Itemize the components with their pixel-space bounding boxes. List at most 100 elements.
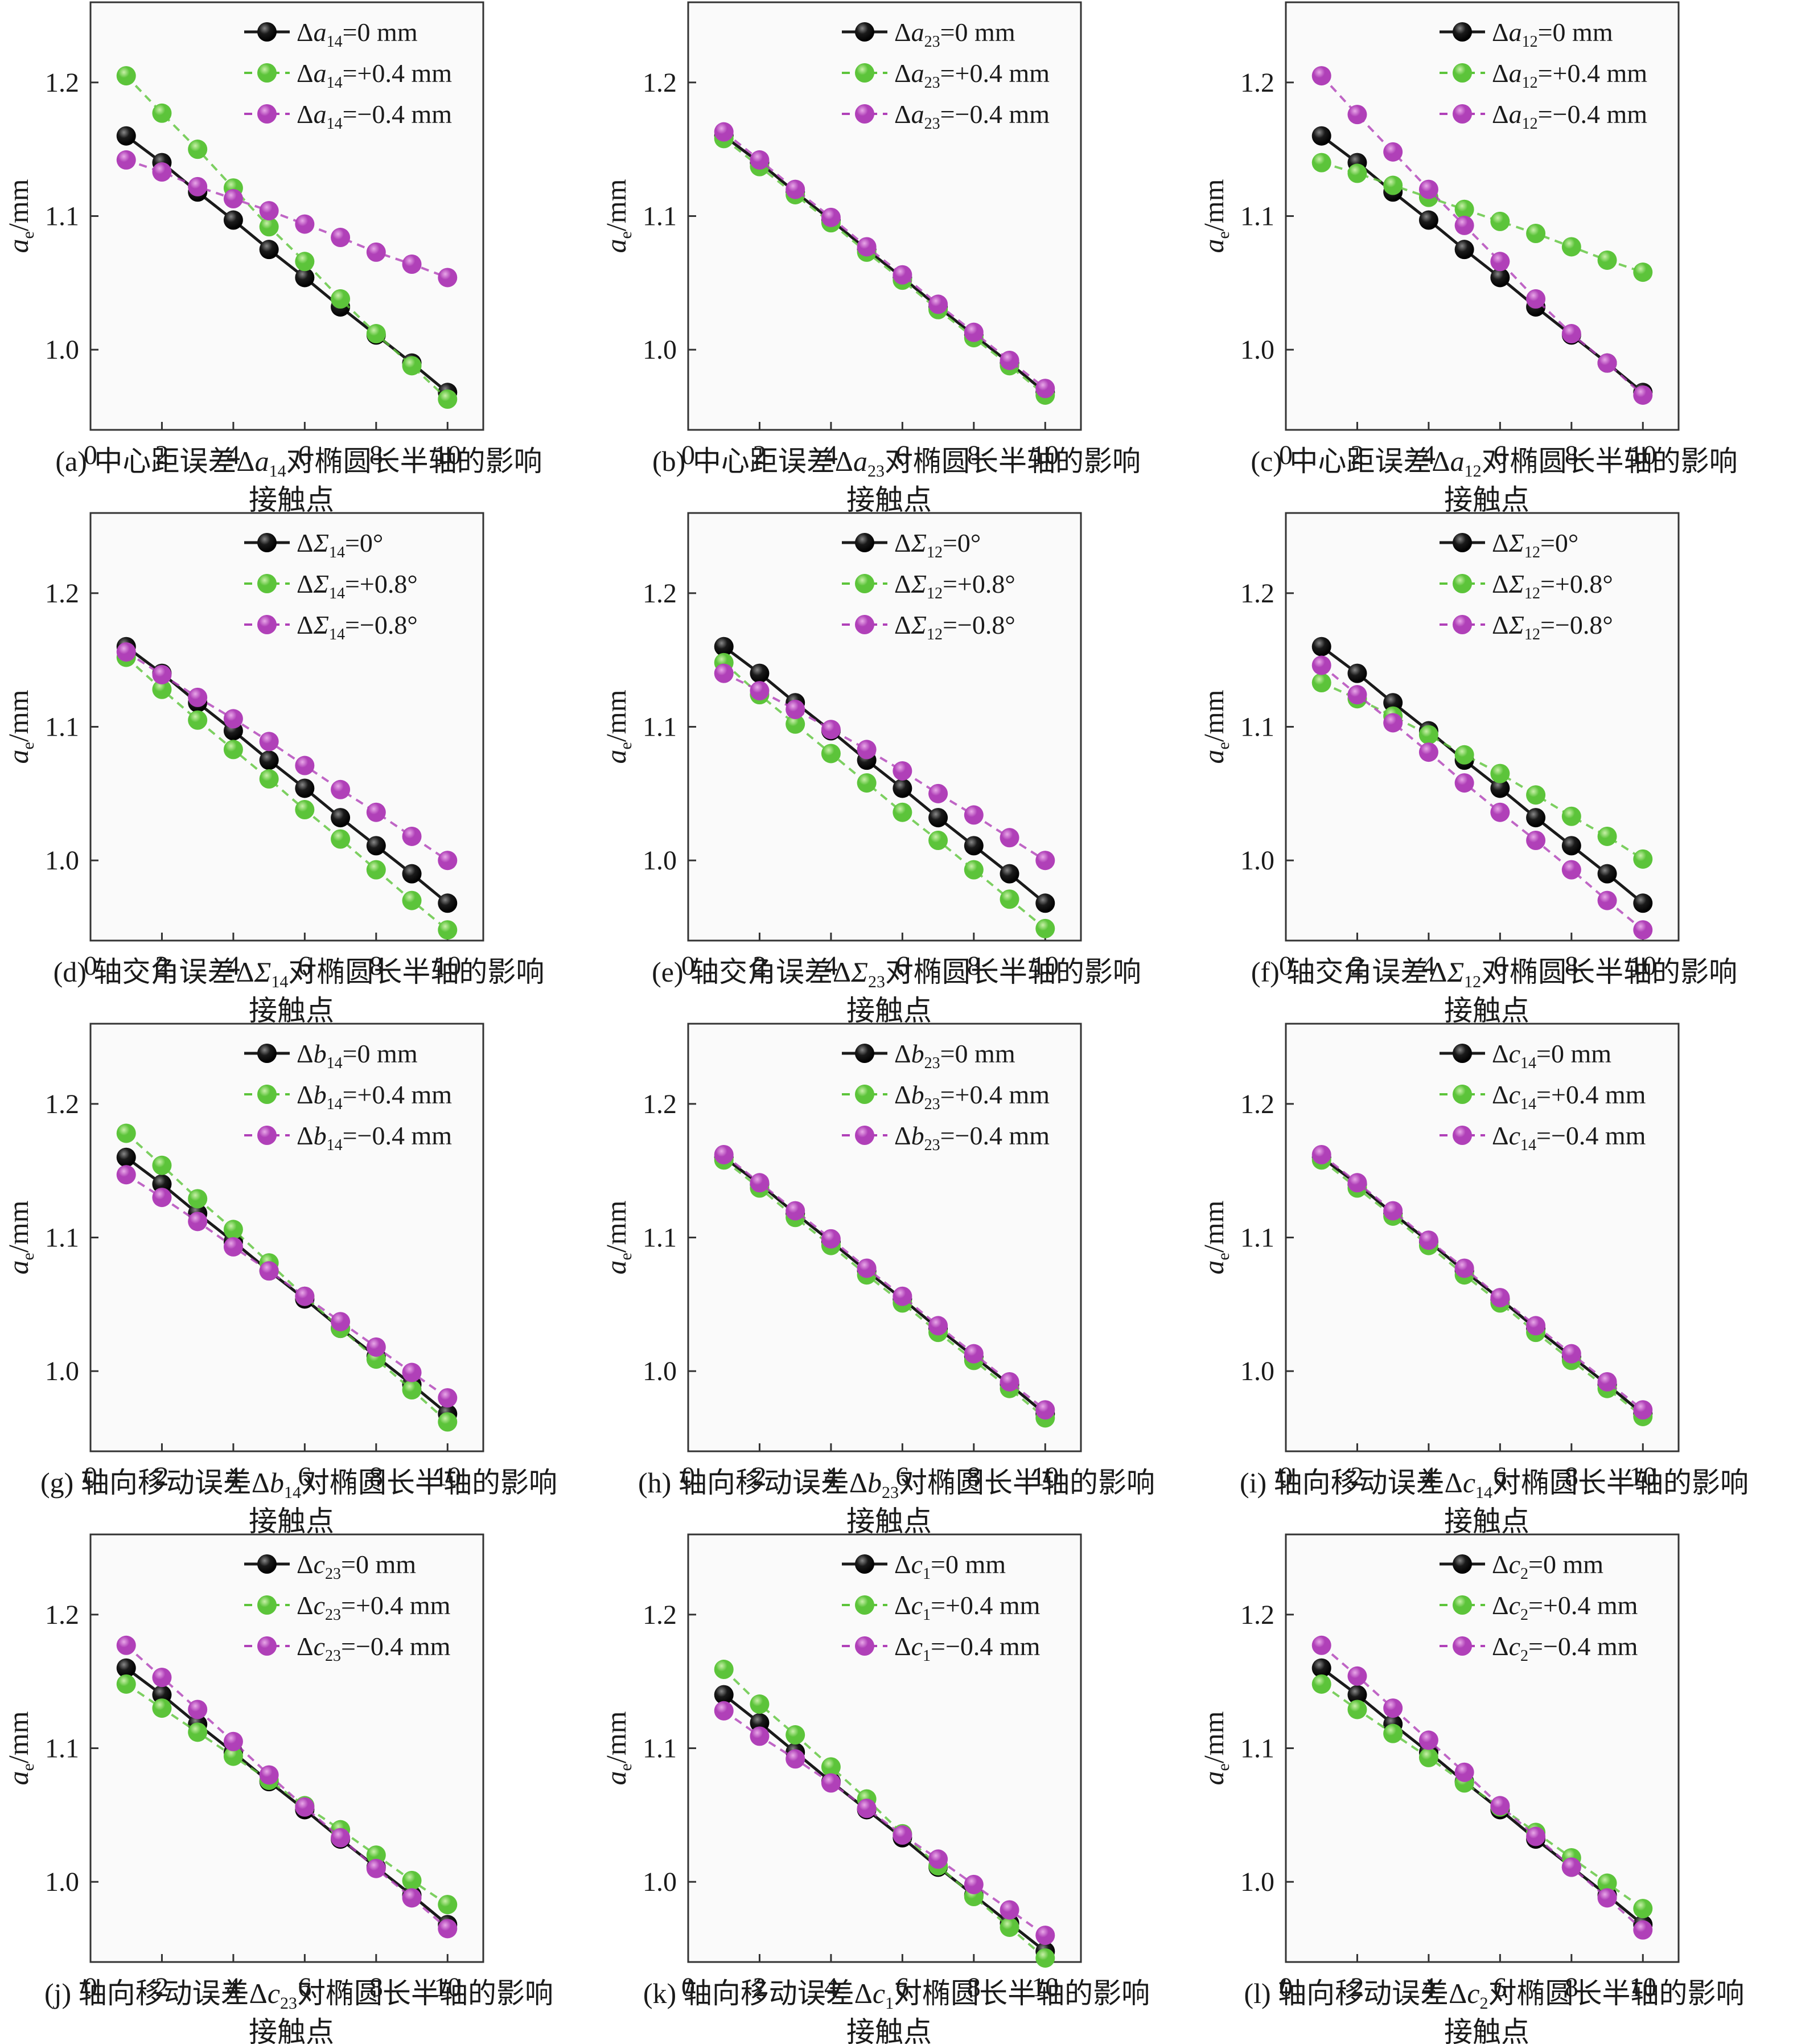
x-tick-label: 2 — [155, 440, 168, 470]
legend-marker — [1453, 1554, 1472, 1574]
plot-area — [1285, 512, 1680, 942]
x-tick-label: 4 — [227, 1972, 240, 2002]
data-point — [402, 1870, 422, 1890]
data-point — [1383, 1723, 1403, 1743]
data-point — [1000, 864, 1019, 884]
y-tick-label: 1.0 — [45, 845, 79, 876]
data-point — [857, 1799, 877, 1819]
caption-suffix: 对椭圆长半轴的影响 — [894, 1977, 1150, 2009]
y-tick-label: 1.0 — [1240, 335, 1274, 365]
y-tick-label: 1.0 — [1240, 1867, 1274, 1897]
legend-marker — [257, 22, 277, 42]
data-point — [1311, 126, 1331, 146]
data-point — [1490, 268, 1510, 288]
y-tick-label: 1.0 — [45, 1356, 79, 1386]
legend-label: ΔΣ12=0° — [1492, 528, 1578, 561]
legend-marker — [257, 63, 277, 83]
caption-variable: a — [853, 445, 867, 477]
data-point — [295, 1797, 315, 1817]
x-tick-label: 4 — [824, 1972, 838, 2002]
y-axis-title: ae/mm — [2, 179, 38, 253]
chart-caption: (b) 中心距误差Δa23对椭圆长半轴的影响 — [598, 438, 1195, 481]
x-tick-label: 4 — [824, 951, 838, 981]
caption-subscript: 2 — [1479, 1994, 1488, 2013]
data-point — [438, 389, 458, 409]
x-tick-label: 8 — [1565, 1972, 1578, 2002]
series-minus — [116, 1635, 458, 1939]
x-tick-label: 8 — [967, 1972, 981, 2002]
data-point — [928, 783, 948, 803]
data-point — [714, 1701, 734, 1721]
data-point — [1454, 215, 1474, 235]
legend-label: Δa23=−0.4 mm — [894, 100, 1050, 133]
data-point — [116, 1123, 136, 1143]
caption-prefix: (e) 轴交角误差Δ — [652, 956, 852, 988]
data-point — [1561, 1857, 1581, 1877]
x-tick-label: 10 — [1031, 1972, 1059, 2002]
y-tick-label: 1.2 — [45, 578, 79, 609]
data-point — [366, 242, 386, 262]
y-tick-label: 1.1 — [45, 1734, 79, 1764]
y-tick-label: 1.1 — [643, 712, 677, 742]
data-point — [1633, 920, 1653, 940]
data-point — [786, 714, 805, 734]
legend-label: Δc23=+0.4 mm — [297, 1591, 451, 1624]
x-tick-label: 2 — [1350, 440, 1364, 470]
x-tick-label: 10 — [1031, 1462, 1059, 1492]
x-axis-title: 接触点 — [846, 2016, 932, 2044]
series-minus — [116, 150, 458, 288]
chart-panel-j: 0 2 4 6 8 10 1.0 1.1 1.2 接触点 ae/mm Δc23=0 mm Δc23=+0… — [0, 1532, 598, 2044]
data-point — [964, 322, 984, 342]
x-axis-title: 接触点 — [249, 2016, 334, 2044]
y-tick-label: 1.2 — [1240, 68, 1274, 98]
legend-marker — [1453, 104, 1472, 124]
data-point — [152, 679, 172, 699]
y-tick-label: 1.1 — [643, 202, 677, 232]
data-point — [964, 860, 984, 880]
series-line — [1321, 1683, 1644, 1910]
x-tick-label: 2 — [155, 951, 168, 981]
caption-variable: c — [267, 1977, 281, 2009]
y-axis-title: ae/mm — [600, 1200, 635, 1274]
x-tick-label: 0 — [1279, 951, 1293, 981]
data-point — [1561, 237, 1581, 257]
data-point — [1561, 836, 1581, 856]
data-point — [1000, 1900, 1019, 1920]
x-tick-label: 10 — [434, 951, 461, 981]
data-point — [1633, 385, 1653, 405]
series-line — [1321, 161, 1643, 273]
chart-svg-g: 0 2 4 6 8 10 1.0 1.1 1.2 接触点 ae/mm Δb14=0 mm Δb14=+0… — [2, 1023, 484, 1537]
data-point — [821, 720, 841, 740]
data-point — [402, 1380, 422, 1400]
series-line — [1321, 664, 1644, 931]
y-axis-title: ae/mm — [1198, 1200, 1233, 1274]
data-point — [1035, 851, 1055, 871]
data-point — [1000, 1917, 1019, 1937]
data-point — [1347, 1700, 1367, 1719]
legend-label: Δc23=0 mm — [297, 1550, 416, 1583]
legend-label: Δa23=+0.4 mm — [894, 59, 1050, 92]
chart-svg-j: 0 2 4 6 8 10 1.0 1.1 1.2 接触点 ae/mm Δc23=0 mm Δc23=+0… — [2, 1533, 484, 2044]
y-tick-label: 1.2 — [1240, 1600, 1274, 1630]
chart-panel-l: 0 2 4 6 8 10 1.0 1.1 1.2 接触点 ae/mm Δc2=0 mm Δc2=+0.4… — [1195, 1532, 1793, 2044]
series-plus — [116, 647, 458, 940]
data-point — [1597, 890, 1617, 910]
caption-suffix: 对椭圆长半轴的影响 — [288, 956, 545, 988]
data-point — [1000, 828, 1019, 848]
data-point — [1490, 802, 1510, 822]
caption-suffix: 对椭圆长半轴的影响 — [1488, 1977, 1745, 2009]
x-tick-label: 4 — [1422, 440, 1436, 470]
legend-marker — [257, 104, 277, 124]
data-point — [893, 1286, 912, 1306]
data-point — [152, 1698, 172, 1718]
data-point — [223, 1731, 243, 1751]
data-point — [821, 207, 841, 227]
data-point — [786, 179, 805, 199]
x-tick-label: 8 — [369, 1972, 383, 2002]
chart-caption: (f) 轴交角误差ΔΣ12对椭圆长半轴的影响 — [1195, 949, 1793, 992]
legend-label: Δb14=0 mm — [297, 1039, 418, 1072]
data-point — [223, 740, 243, 760]
data-point — [893, 778, 912, 798]
y-tick-label: 1.2 — [45, 68, 79, 98]
data-point — [1035, 379, 1055, 399]
